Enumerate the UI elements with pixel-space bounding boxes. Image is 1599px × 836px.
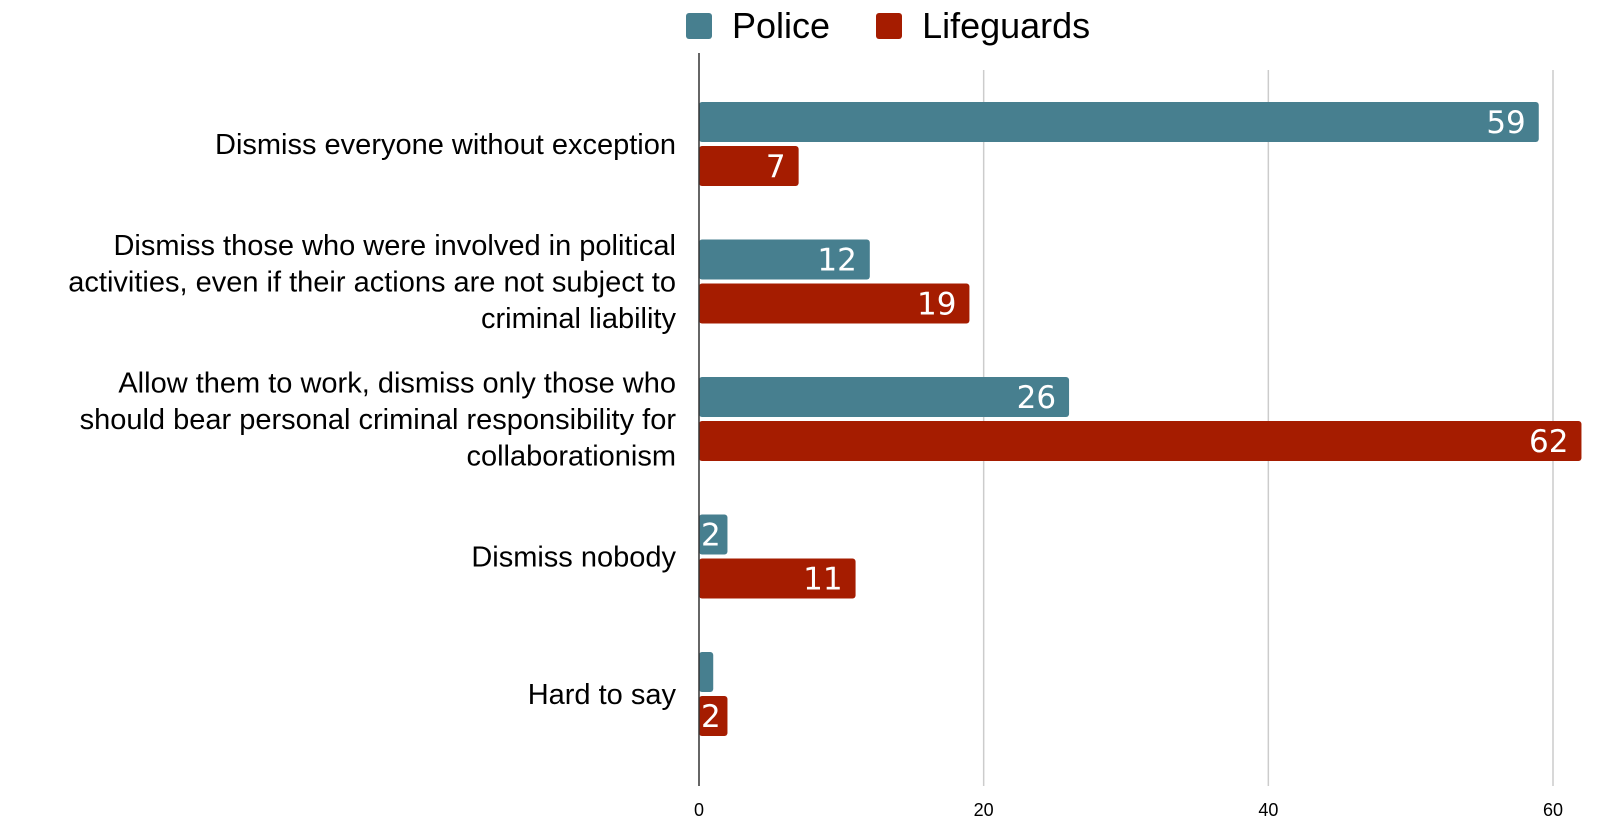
category-label-line: activities, even if their actions are no… <box>68 267 676 299</box>
category-label-line: Dismiss everyone without exception <box>215 129 676 161</box>
category-label-line: should bear personal criminal responsibi… <box>80 404 677 436</box>
value-label-police-2: 12 <box>817 243 856 279</box>
value-label-lifeguards-4: 11 <box>803 562 842 598</box>
legend-item-lifeguards: Lifeguards <box>876 5 1090 47</box>
category-label-line: Dismiss those who were involved in polit… <box>113 230 676 262</box>
value-label-police-4: 2 <box>701 518 721 554</box>
value-label-lifeguards-5: 2 <box>701 699 721 735</box>
bar-police-2 <box>699 239 870 280</box>
bar-lifeguards-5 <box>699 696 728 736</box>
bar-police-4 <box>699 514 728 555</box>
category-label-line: criminal liability <box>481 303 676 335</box>
legend-label-lifeguards: Lifeguards <box>922 5 1091 46</box>
value-label-lifeguards-3: 62 <box>1529 424 1568 460</box>
legend-item-police: Police <box>686 5 830 47</box>
category-label-2: Dismiss those who were involved in polit… <box>68 230 676 335</box>
chart-legend: Police Lifeguards <box>686 4 1090 48</box>
x-tick-label-60: 60 <box>1543 800 1563 820</box>
bar-lifeguards-4 <box>699 558 856 599</box>
bar-lifeguards-2 <box>699 283 970 324</box>
bar-lifeguards-3 <box>699 421 1582 461</box>
legend-swatch-lifeguards <box>876 13 903 39</box>
x-tick-label-0: 0 <box>694 800 704 820</box>
category-label-1: Dismiss everyone without exception <box>215 129 676 161</box>
category-label-3: Allow them to work, dismiss only those w… <box>80 368 677 473</box>
value-label-police-3: 26 <box>1017 380 1056 416</box>
bar-police-3 <box>699 377 1070 417</box>
x-tick-label-20: 20 <box>974 800 994 820</box>
legend-swatch-police <box>686 13 712 39</box>
category-label-line: collaborationism <box>466 441 676 473</box>
category-label-4: Dismiss nobody <box>471 542 676 574</box>
category-label-line: Hard to say <box>528 679 677 711</box>
category-label-line: Allow them to work, dismiss only those w… <box>118 368 676 400</box>
category-label-line: Dismiss nobody <box>471 542 676 574</box>
bar-lifeguards-1 <box>699 146 799 186</box>
value-label-lifeguards-1: 7 <box>766 149 786 185</box>
legend-label-police: Police <box>732 5 831 46</box>
value-label-lifeguards-2: 19 <box>917 287 956 323</box>
x-tick-label-40: 40 <box>1258 800 1278 820</box>
bar-police-1 <box>699 102 1539 142</box>
bar-police-5 <box>699 652 714 692</box>
category-label-5: Hard to say <box>528 679 677 711</box>
value-label-police-1: 59 <box>1486 105 1525 141</box>
